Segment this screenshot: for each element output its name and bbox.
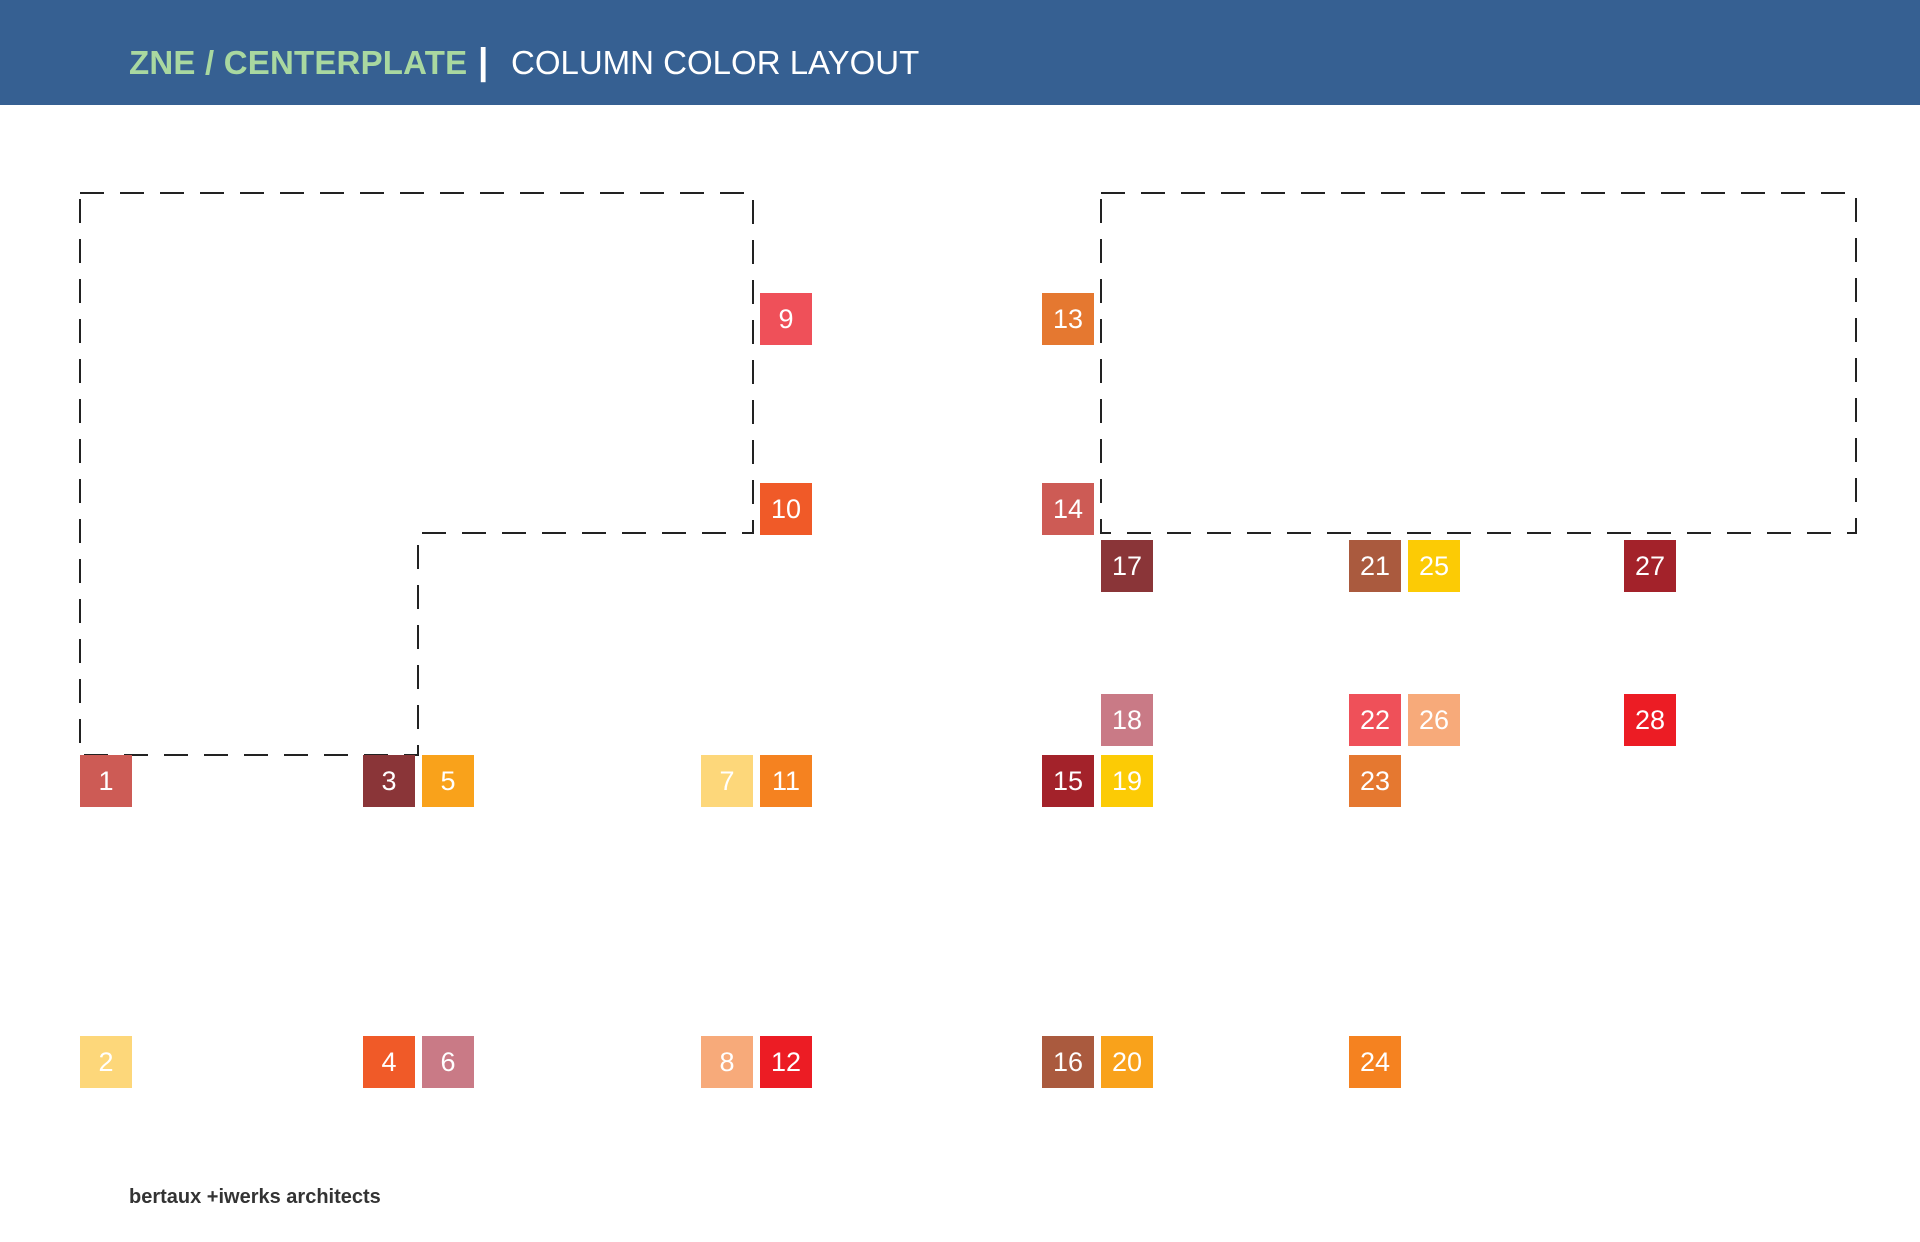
column-tag-21: 21 [1349,540,1401,592]
column-tag-8: 8 [701,1036,753,1088]
column-tag-12: 12 [760,1036,812,1088]
column-tag-26: 26 [1408,694,1460,746]
column-tag-20: 20 [1101,1036,1153,1088]
column-tag-2: 2 [80,1036,132,1088]
column-tag-13: 13 [1042,293,1094,345]
column-tag-19: 19 [1101,755,1153,807]
column-tag-5: 5 [422,755,474,807]
title-bar: ZNE / CENTERPLATE | COLUMN COLOR LAYOUT [0,0,1920,105]
column-tag-18: 18 [1101,694,1153,746]
column-tag-25: 25 [1408,540,1460,592]
sheet-title: COLUMN COLOR LAYOUT [511,44,920,81]
column-tag-6: 6 [422,1036,474,1088]
right-zone-outline [1100,192,1857,534]
column-tag-27: 27 [1624,540,1676,592]
column-tag-3: 3 [363,755,415,807]
column-tag-4: 4 [363,1036,415,1088]
firm-name: bertaux +iwerks architects [129,1186,381,1208]
left-zone-outline [79,192,754,756]
column-tag-23: 23 [1349,755,1401,807]
column-tag-11: 11 [760,755,812,807]
column-tag-14: 14 [1042,483,1094,535]
column-tag-22: 22 [1349,694,1401,746]
column-tag-7: 7 [701,755,753,807]
project-title: ZNE / CENTERPLATE [129,44,468,81]
column-tag-1: 1 [80,755,132,807]
column-tag-15: 15 [1042,755,1094,807]
column-tag-10: 10 [760,483,812,535]
column-tag-9: 9 [760,293,812,345]
column-tag-24: 24 [1349,1036,1401,1088]
column-tag-16: 16 [1042,1036,1094,1088]
column-tag-17: 17 [1101,540,1153,592]
title-separator: | [478,41,489,82]
column-tag-28: 28 [1624,694,1676,746]
